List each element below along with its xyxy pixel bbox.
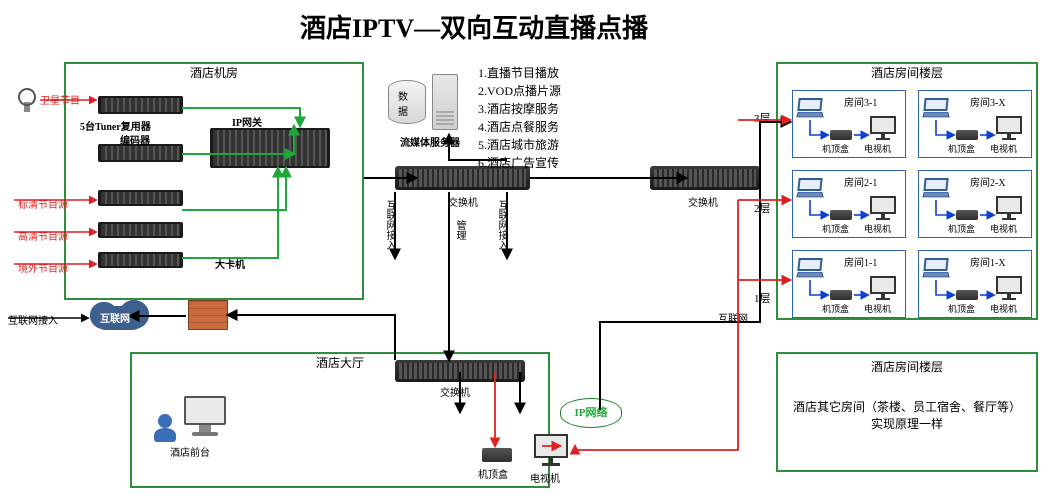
tv-icon	[996, 196, 1022, 222]
tv-icon	[870, 196, 896, 222]
tv-icon	[870, 276, 896, 302]
room-label: 房间1-1	[844, 254, 877, 269]
input-hd: 高清节目源	[18, 228, 68, 243]
database-label: 数 据	[398, 88, 408, 118]
room-label: 房间1-X	[970, 254, 1006, 269]
input-foreign: 境外节目源	[18, 260, 68, 275]
input-satellite: 卫星节目	[40, 92, 80, 107]
service-3: 3.酒店按摩服务	[478, 100, 561, 118]
laptop-icon	[798, 258, 822, 278]
room-label: 房间3-1	[844, 94, 877, 109]
ip-network-cloud: IP网络	[560, 398, 622, 428]
input-sd: 标清节目源	[18, 196, 68, 211]
encoder-device-3	[98, 222, 183, 238]
switch-lobby	[395, 360, 525, 382]
stb-icon	[956, 290, 978, 300]
ip-gateway-label: IP网关	[232, 114, 262, 129]
switch-core-label: 交换机	[448, 194, 478, 209]
switch-floor	[650, 166, 760, 190]
firewall-icon	[188, 300, 228, 330]
laptop-icon	[924, 178, 948, 198]
tv-label: 电视机	[864, 222, 891, 235]
frontdesk-label: 酒店前台	[170, 444, 210, 459]
page-title: 酒店IPTV—双向互动直播点播	[300, 8, 648, 45]
floor-3-label: 3层	[754, 110, 771, 126]
floor-2-label: 2层	[754, 200, 771, 216]
lobby-tv-icon	[534, 434, 568, 468]
laptop-icon	[798, 98, 822, 118]
stb-label: 机顶盒	[822, 222, 849, 235]
service-1: 1.直播节目播放	[478, 64, 561, 82]
stb-label: 机顶盒	[822, 302, 849, 315]
room-label: 房间2-1	[844, 174, 877, 189]
stb-label: 机顶盒	[948, 222, 975, 235]
tv-icon	[996, 276, 1022, 302]
switch-floor-label: 交换机	[688, 194, 718, 209]
encoder-device-2	[98, 190, 183, 206]
lobby-stb-icon	[482, 448, 512, 462]
region-floors-label: 酒店房间楼层	[776, 64, 1038, 81]
tuner-mux-label: 5台Tuner复用器	[80, 118, 151, 133]
ip-gateway-device	[210, 128, 330, 168]
laptop-icon	[798, 178, 822, 198]
room-label: 房间3-X	[970, 94, 1006, 109]
floor-1-label: 1层	[754, 290, 771, 306]
stb-label: 机顶盒	[948, 302, 975, 315]
service-6: 6.酒店广告宣传	[478, 154, 561, 172]
ca-module-device	[98, 252, 183, 268]
ca-module-label: 大卡机	[215, 256, 245, 271]
stb-label: 机顶盒	[822, 142, 849, 155]
service-4: 4.酒店点餐服务	[478, 118, 561, 136]
room-label: 房间2-X	[970, 174, 1006, 189]
mgmt-label-c: 互联网接入	[494, 200, 509, 250]
lobby-stb-label: 机顶盒	[478, 466, 508, 481]
stb-icon	[830, 290, 852, 300]
region-other-rooms-label: 酒店房间楼层	[776, 358, 1038, 375]
media-server-icon	[432, 74, 458, 130]
internet-in-label: 互联网接入	[8, 312, 58, 327]
stb-icon	[830, 130, 852, 140]
tv-label: 电视机	[864, 142, 891, 155]
laptop-icon	[924, 258, 948, 278]
lobby-tv-label: 电视机	[530, 470, 560, 485]
other-rooms-note: 酒店其它房间（茶楼、员工宿舍、餐厅等） 实现原理一样	[776, 398, 1038, 432]
tv-icon	[870, 116, 896, 142]
encoder-label: 编码器	[120, 132, 150, 147]
laptop-icon	[924, 98, 948, 118]
tv-label: 电视机	[864, 302, 891, 315]
internet-cloud-label: 互联网	[100, 310, 130, 325]
services-list: 1.直播节目播放 2.VOD点播片源 3.酒店按摩服务 4.酒店点餐服务 5.酒…	[478, 64, 561, 172]
service-2: 2.VOD点播片源	[478, 82, 561, 100]
floor-internet-label: 互联网	[718, 310, 748, 325]
tv-label: 电视机	[990, 302, 1017, 315]
tv-label: 电视机	[990, 142, 1017, 155]
stb-icon	[956, 210, 978, 220]
tv-label: 电视机	[990, 222, 1017, 235]
service-5: 5.酒店城市旅游	[478, 136, 561, 154]
switch-lobby-label: 交换机	[440, 384, 470, 399]
mgmt-label-b: 管理	[452, 220, 467, 240]
satellite-dish-icon	[18, 88, 36, 112]
frontdesk-pc-icon	[184, 396, 226, 438]
stb-icon	[956, 130, 978, 140]
mgmt-label-a: 互联网接入	[382, 200, 397, 250]
stb-label: 机顶盒	[948, 142, 975, 155]
person-icon	[154, 414, 176, 442]
region-machine-room-label: 酒店机房	[64, 64, 364, 81]
tv-icon	[996, 116, 1022, 142]
tuner-mux-device	[98, 96, 183, 114]
media-server-label: 流媒体服务器	[400, 134, 460, 149]
stb-icon	[830, 210, 852, 220]
